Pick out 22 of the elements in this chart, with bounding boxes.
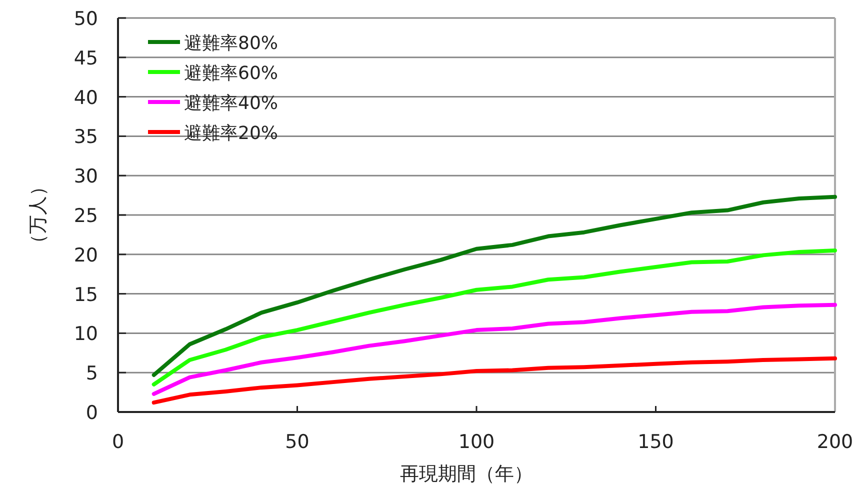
y-tick-label: 0 — [86, 402, 98, 424]
x-tick-label: 100 — [458, 431, 495, 453]
y-axis-title: （万人） — [27, 177, 49, 253]
x-axis-title: 再現期間（年） — [400, 463, 533, 485]
y-tick-label: 25 — [74, 205, 98, 227]
x-tick-label: 150 — [638, 431, 674, 453]
y-tick-label: 10 — [74, 323, 98, 346]
legend-label: 避難率40% — [184, 93, 278, 114]
x-tick-label: 0 — [112, 431, 124, 453]
x-tick-label: 200 — [816, 431, 854, 453]
y-tick-label: 30 — [74, 166, 98, 188]
y-tick-label: 5 — [86, 362, 98, 385]
y-tick-label: 15 — [74, 284, 98, 306]
legend-label: 避難率20% — [184, 123, 278, 144]
y-tick-label: 50 — [74, 8, 98, 30]
y-tick-label: 20 — [74, 244, 98, 266]
legend-label: 避難率80% — [184, 33, 278, 54]
y-tick-label: 45 — [74, 47, 98, 70]
x-tick-label: 50 — [285, 431, 310, 453]
y-tick-label: 35 — [74, 126, 98, 148]
y-tick-label: 40 — [74, 86, 98, 109]
legend-label: 避難率60% — [184, 63, 278, 84]
